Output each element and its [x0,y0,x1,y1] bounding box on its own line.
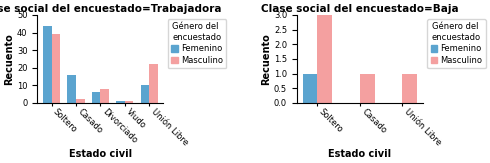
Bar [92,92,100,103]
Bar [51,34,60,103]
Bar [149,64,158,103]
Bar [43,25,51,103]
Bar [402,74,417,103]
Bar [116,101,125,103]
Bar [125,101,133,103]
Title: Clase social del encuestado=Trabajadora: Clase social del encuestado=Trabajadora [0,4,221,14]
Bar [68,75,76,103]
Bar [141,85,149,103]
X-axis label: Estado civil: Estado civil [69,149,132,159]
Y-axis label: Recuento: Recuento [4,33,14,85]
Legend: Femenino, Masculino: Femenino, Masculino [168,19,226,68]
Title: Clase social del encuestado=Baja: Clase social del encuestado=Baja [261,4,459,14]
Legend: Femenino, Masculino: Femenino, Masculino [427,19,486,68]
Bar [318,15,332,103]
X-axis label: Estado civil: Estado civil [328,149,392,159]
Bar [302,74,318,103]
Bar [76,99,85,103]
Y-axis label: Recuento: Recuento [261,33,271,85]
Bar [100,89,109,103]
Bar [360,74,375,103]
